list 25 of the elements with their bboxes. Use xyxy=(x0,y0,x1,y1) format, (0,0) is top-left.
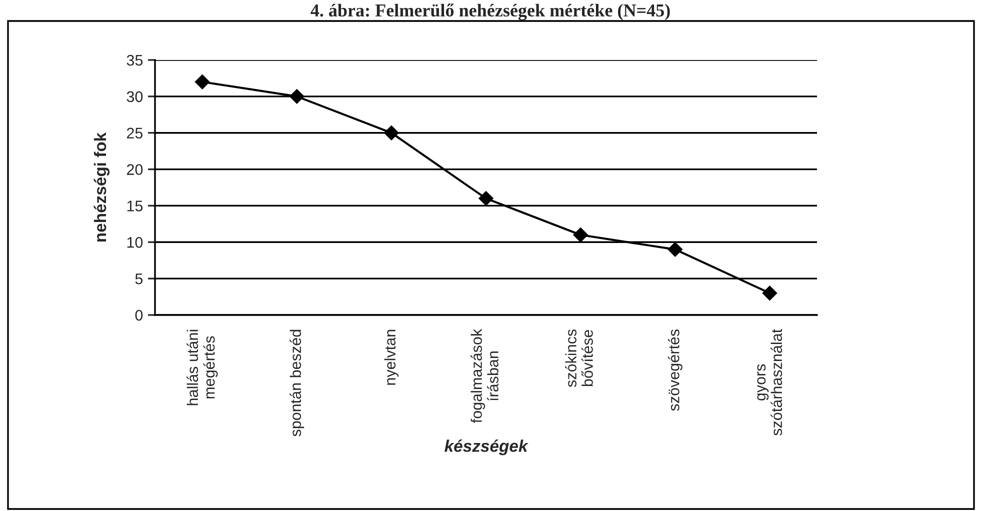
x-tick-label: nyelvtan xyxy=(384,330,399,385)
point xyxy=(762,286,778,301)
y-tick-label: 5 xyxy=(135,274,143,284)
point xyxy=(289,89,304,104)
point xyxy=(668,242,683,257)
chart-title: 4. ábra: Felmerülő nehézségek mértéke (N=45) xyxy=(310,4,670,20)
point xyxy=(194,74,210,90)
y-tick-label: 0 xyxy=(135,310,143,321)
point xyxy=(573,227,588,242)
x-axis-title: készségek xyxy=(444,440,528,456)
x-tick-label: spontán beszéd xyxy=(290,330,304,436)
y-tick-label: 15 xyxy=(127,200,143,212)
y-tick-label: 35 xyxy=(126,54,143,66)
y-axis-title: nehézségi fok xyxy=(94,132,110,242)
x-tick-label: gyors szótárhasználat xyxy=(757,328,782,436)
y-tick-label: 20 xyxy=(126,164,143,175)
x-tick-label: fogalmazások írásban xyxy=(470,328,498,423)
x-tick-label: hallás utáni megértés xyxy=(186,330,218,406)
x-tick-label: szókincs bővítése xyxy=(565,329,593,388)
y-tick-label: 25 xyxy=(126,128,143,139)
point xyxy=(478,191,494,206)
point xyxy=(384,125,399,140)
x-tick-label: szövegértés xyxy=(668,329,682,411)
y-tick-label: 10 xyxy=(127,237,143,248)
y-tick-label: 30 xyxy=(126,91,143,102)
